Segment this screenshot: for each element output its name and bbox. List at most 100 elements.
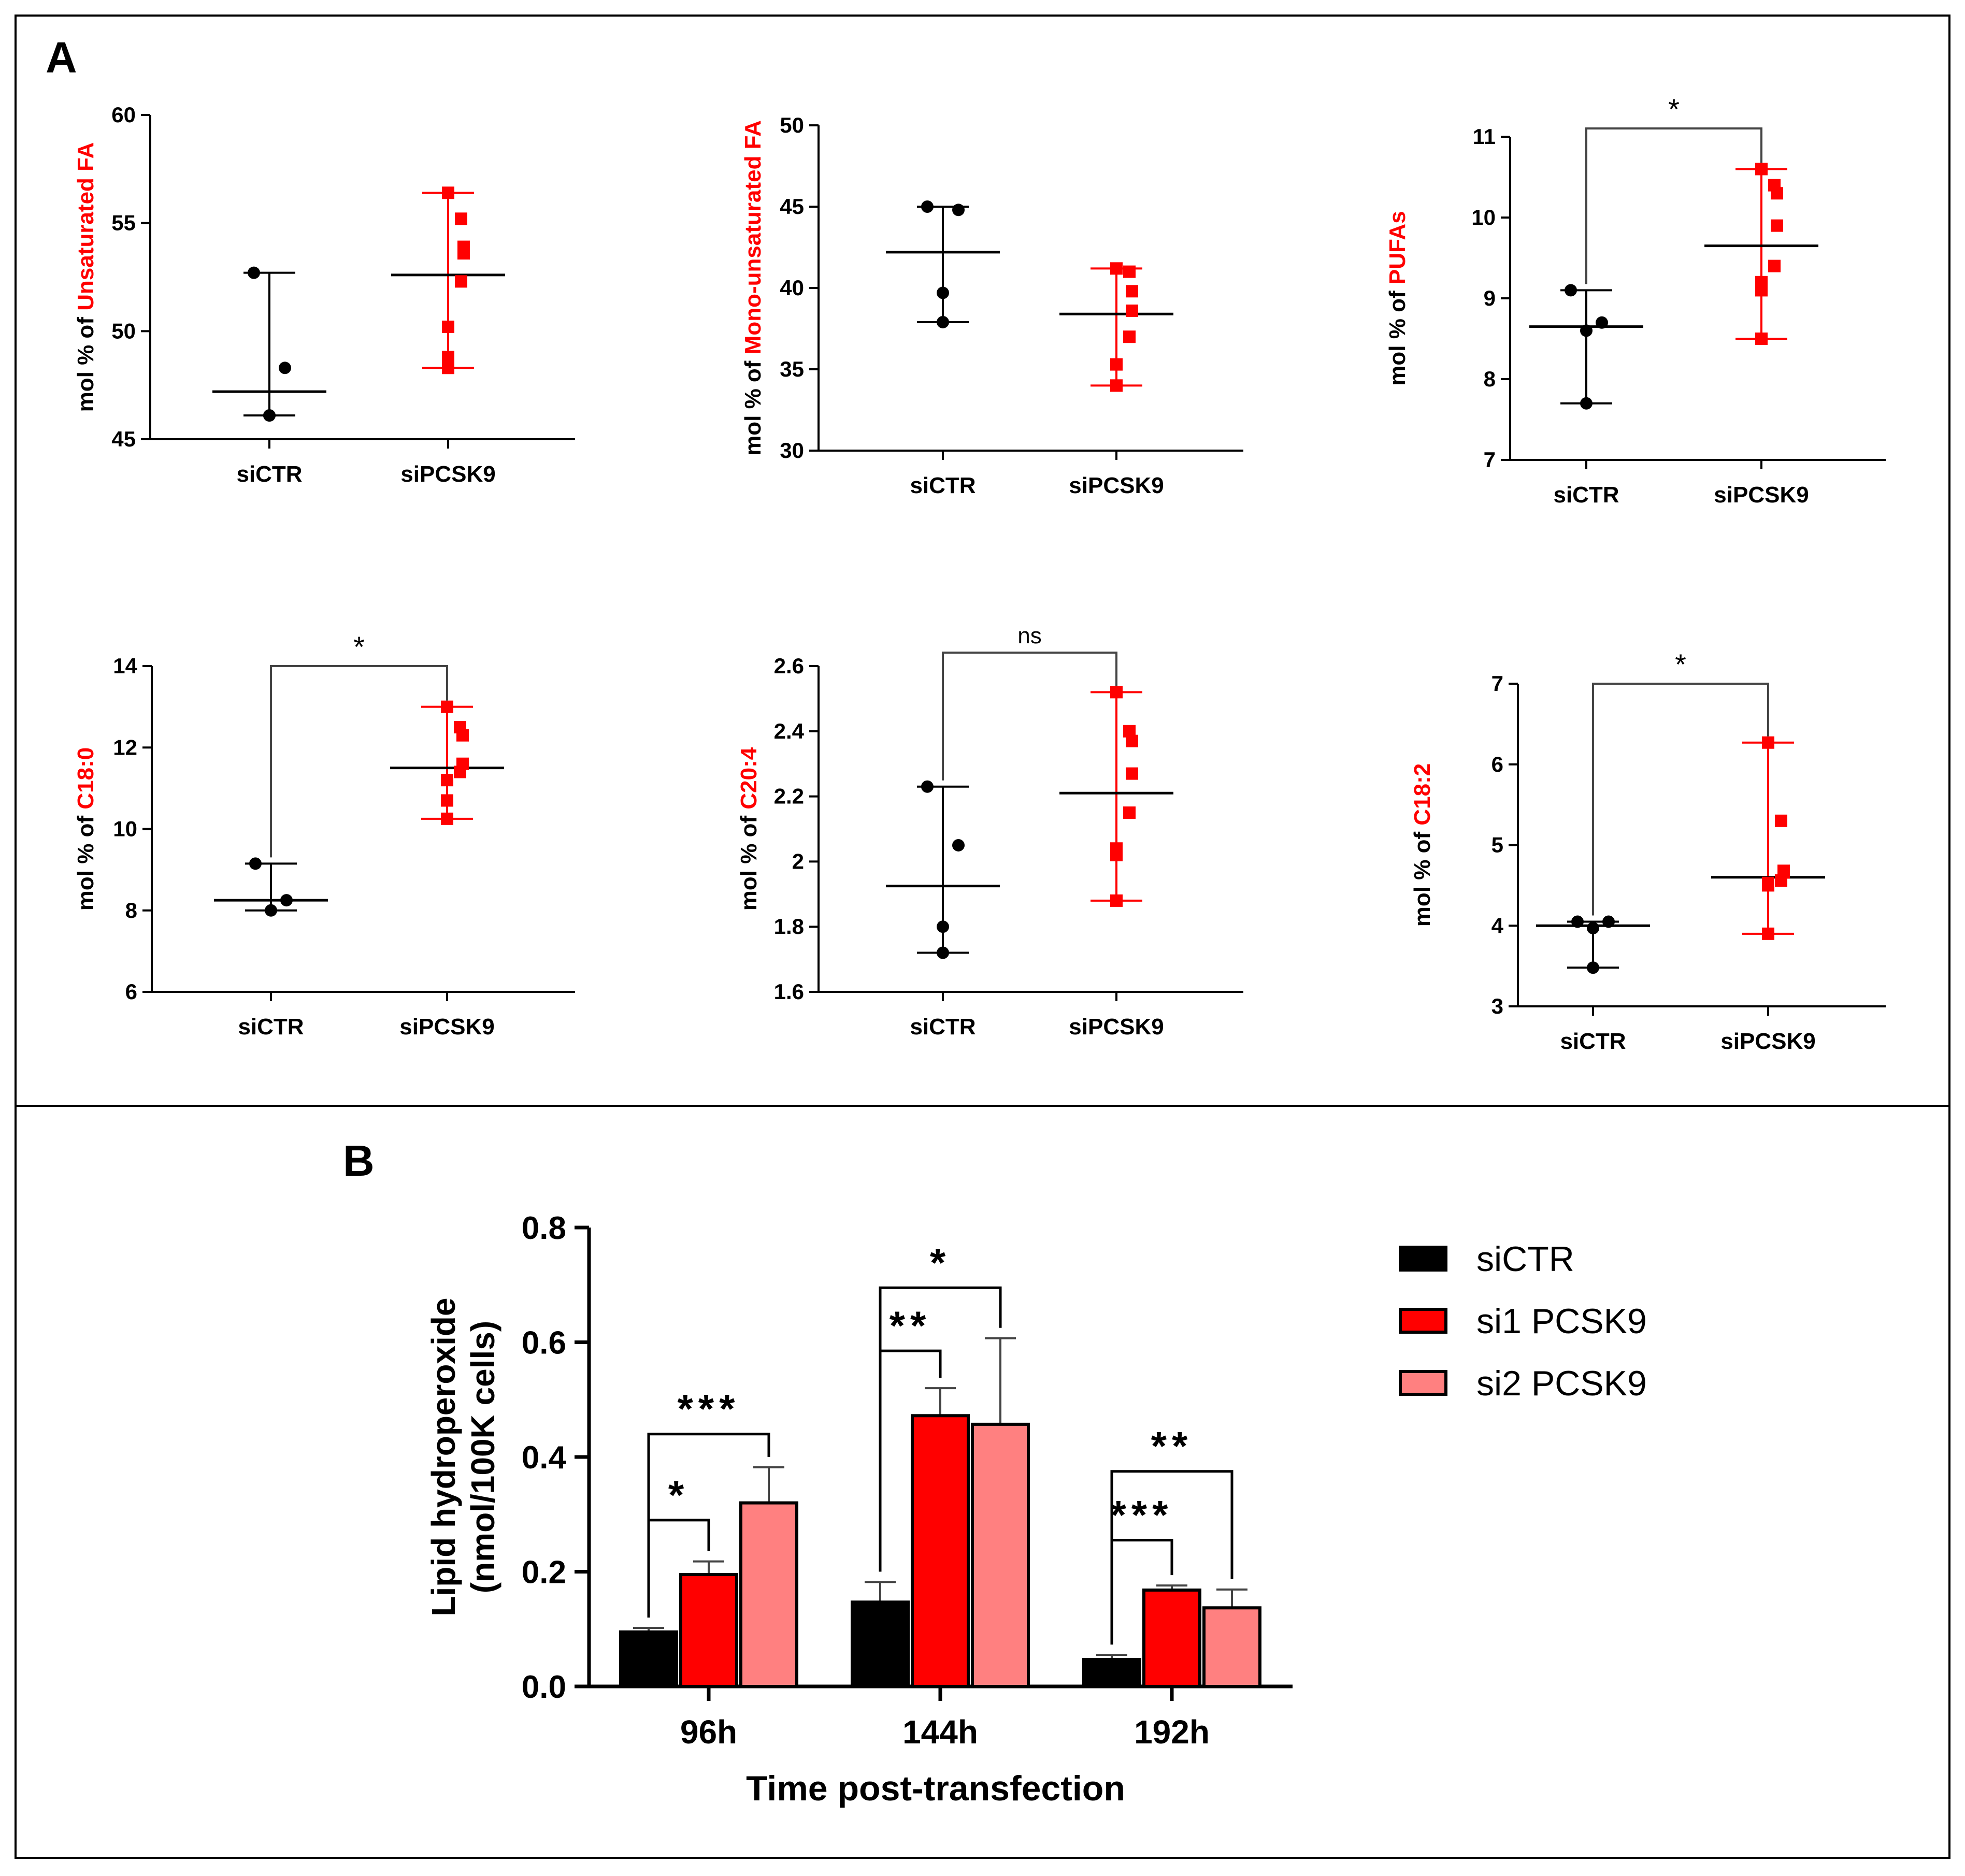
data-point [921, 780, 934, 793]
data-point [455, 212, 467, 225]
y-tick-label: 8 [1484, 367, 1496, 391]
data-point [1768, 259, 1781, 272]
data-point [1126, 304, 1138, 317]
data-point [1110, 894, 1123, 907]
significance-bracket [647, 1433, 770, 1618]
bar [1082, 1657, 1141, 1689]
panel-b-frame [15, 1105, 1950, 1859]
y-tick-label: 14 [113, 654, 137, 678]
y-tick-label: 2.4 [774, 719, 805, 743]
chart-c20-4: 1.6 1.8 2 2.2 2.4 2.6 siCTR siPCSK9 mol % of C20… [736, 623, 1243, 1040]
y-axis-label-highlight: Unsaturated FA [73, 142, 98, 311]
y-axis-label-prefix: mol % of [740, 354, 766, 456]
series-sictr [886, 200, 1000, 328]
y-axis-label-highlight: PUFAs [1385, 211, 1410, 284]
y-tick-label: 60 [111, 103, 136, 127]
data-point [1110, 686, 1123, 699]
data-point [454, 766, 466, 778]
x-tick-label: siCTR [910, 1014, 976, 1040]
data-point [952, 839, 965, 852]
legend: siCTR si1 PCSK9 si2 PCSK9 [1399, 1239, 1647, 1403]
data-point [1571, 915, 1584, 928]
legend-label: si2 PCSK9 [1476, 1364, 1647, 1403]
series-sipcsk9 [1059, 686, 1173, 907]
y-axis-label-line1: Lipid hydroperoxide [425, 1297, 462, 1616]
y-axis-label: mol % of Mono-unsaturated FA [740, 120, 766, 456]
data-point [457, 247, 470, 260]
x-tick-label: siPCSK9 [1720, 1029, 1815, 1054]
data-point [1602, 915, 1615, 928]
significance-label: * [353, 630, 365, 663]
data-point [441, 700, 453, 713]
x-tick-label: siPCSK9 [400, 461, 495, 487]
data-point [442, 362, 454, 374]
bar [739, 1501, 798, 1689]
y-tick-label: 40 [780, 276, 804, 300]
data-point [1123, 330, 1136, 343]
data-point [1755, 284, 1768, 297]
significance-label: *** [677, 1386, 740, 1432]
y-axis-label-prefix: mol % of [73, 810, 98, 911]
y-axis-label-highlight: Mono-unsaturated FA [740, 120, 766, 354]
data-point [1110, 262, 1123, 275]
data-point [1587, 921, 1599, 934]
y-tick-label: 12 [113, 735, 137, 759]
series-sipcsk9 [1059, 262, 1173, 392]
bar [911, 1414, 970, 1688]
y-axis-label-prefix: mol % of [736, 810, 762, 911]
data-point [442, 186, 454, 199]
bar [1202, 1606, 1261, 1688]
data-point [1771, 187, 1783, 200]
x-tick-label: siPCSK9 [1714, 482, 1809, 508]
y-tick-label: 50 [780, 113, 804, 137]
data-point [1762, 736, 1774, 749]
x-tick-label: siCTR [238, 1014, 304, 1040]
significance-label: * [1668, 93, 1680, 125]
series-sictr [212, 266, 326, 422]
data-point [1775, 874, 1787, 887]
panel-a-label: A [46, 33, 77, 82]
y-axis-label: mol % of C18:2 [1410, 763, 1435, 927]
data-point [456, 729, 469, 742]
x-tick-label: siCTR [910, 473, 976, 498]
data-point [265, 904, 277, 917]
y-tick-label: 10 [113, 817, 137, 841]
series-sictr [1529, 284, 1643, 410]
chart-pufas: 7 8 9 10 11 siCTR siPCSK9 mol % of PUFAs * [1385, 93, 1886, 508]
y-tick-label: 35 [780, 357, 804, 381]
x-axis-label: Time post-transfection [746, 1769, 1125, 1808]
x-tick-label: siPCSK9 [1069, 473, 1164, 498]
chart-c18-0: 6 8 10 12 14 siCTR siPCSK9 mol % of C18:0 * [73, 630, 575, 1040]
significance-label: ns [1017, 623, 1041, 648]
chart-c18-2: 3 4 5 6 7 siCTR siPCSK9 mol % of C18:2 * [1410, 648, 1886, 1054]
x-tick-label: siCTR [236, 461, 302, 487]
y-tick-label: 55 [111, 211, 136, 235]
chart-unsaturated-fa: 45 50 55 60 siCTR siPCSK9 mol % of Unsaturated… [73, 103, 575, 487]
x-tick-label: siCTR [1560, 1029, 1626, 1054]
data-point [455, 275, 467, 288]
y-tick-label: 8 [125, 898, 137, 922]
data-point [1110, 848, 1123, 861]
x-tick-label: siPCSK9 [399, 1014, 494, 1040]
data-point [1762, 879, 1774, 892]
significance-label: ** [1151, 1423, 1193, 1469]
data-point [937, 946, 949, 959]
data-point [279, 362, 291, 374]
y-tick-label: 0.2 [522, 1555, 566, 1591]
data-point [441, 774, 453, 787]
bar [1142, 1588, 1201, 1688]
y-tick-label: 3 [1491, 994, 1503, 1018]
data-point [921, 200, 934, 213]
significance-bracket [1585, 127, 1762, 284]
y-axis-label-prefix: mol % of [1385, 284, 1410, 386]
data-point [1110, 379, 1123, 392]
y-tick-label: 9 [1484, 286, 1496, 310]
significance-label: *** [1110, 1492, 1173, 1538]
y-tick-label: 2.6 [774, 654, 804, 678]
significance-label: * [1675, 648, 1686, 681]
significance-bracket [1592, 683, 1769, 916]
x-tick-label: 96h [680, 1713, 737, 1751]
data-point [1771, 219, 1783, 232]
significance-label: * [930, 1239, 951, 1285]
data-point [1110, 358, 1123, 371]
